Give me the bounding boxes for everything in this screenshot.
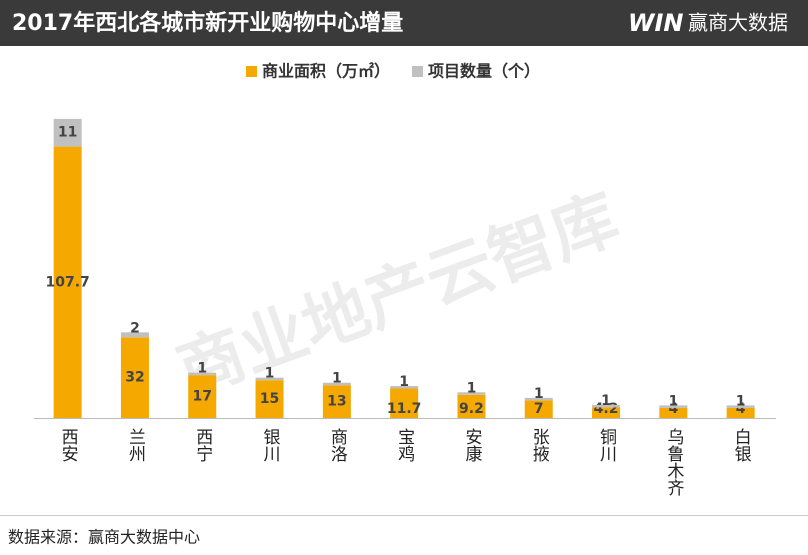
legend-swatch xyxy=(412,66,424,77)
bar-segment xyxy=(322,385,351,418)
bar-segment xyxy=(592,407,621,418)
value-label: 4 xyxy=(668,401,678,417)
value-label: 1 xyxy=(265,366,275,382)
bar-segment xyxy=(255,377,284,381)
bar-segment xyxy=(255,380,284,418)
value-label: 7 xyxy=(534,401,544,417)
value-label: 13 xyxy=(327,394,346,410)
x-tick-label: 西宁 xyxy=(192,428,212,462)
value-label: 9.2 xyxy=(459,401,484,417)
x-tick-label: 银川 xyxy=(260,428,281,462)
bar-segment xyxy=(322,382,351,386)
bar-segment xyxy=(659,407,688,418)
bar-segment xyxy=(120,337,149,418)
bar-segment xyxy=(457,392,486,395)
x-tick-label: 兰州 xyxy=(125,428,146,462)
logo-mark: WIN xyxy=(628,9,684,37)
value-label: 4 xyxy=(736,401,746,417)
x-tick-label: 西安 xyxy=(58,428,78,462)
x-tick-label: 铜川 xyxy=(596,428,617,462)
watermark: 商业地产云智库 xyxy=(168,179,629,410)
chart-title: 2017年西北各城市新开业购物中心增量 xyxy=(12,10,403,36)
bar-segment xyxy=(524,400,553,418)
value-label: 1 xyxy=(197,361,207,377)
value-label: 1 xyxy=(668,393,678,409)
bar-segment xyxy=(188,372,217,376)
legend-swatch xyxy=(246,66,257,77)
x-tick-label: 白银 xyxy=(731,428,752,462)
header-bar xyxy=(0,0,808,46)
x-tick-label: 宝鸡 xyxy=(394,428,415,463)
x-tick-label: 商洛 xyxy=(327,428,348,462)
value-label: 1 xyxy=(736,393,746,409)
legend-label: 商业面积（万㎡） xyxy=(262,62,390,81)
value-label: 15 xyxy=(260,391,279,407)
x-tick-label: 乌鲁木齐 xyxy=(663,428,684,496)
legend-label: 项目数量（个） xyxy=(428,62,540,81)
value-label: 1 xyxy=(399,374,409,390)
bar-segment xyxy=(457,394,486,418)
value-label: 11 xyxy=(58,125,77,141)
value-label: 1 xyxy=(601,393,611,409)
value-label: 17 xyxy=(193,389,212,405)
logo-text: 赢商大数据 xyxy=(688,11,788,35)
value-label: 1 xyxy=(534,386,544,402)
bar-segment xyxy=(53,146,82,418)
bar-segment xyxy=(120,332,149,338)
value-label: 107.7 xyxy=(46,274,90,290)
value-label: 1 xyxy=(332,371,342,387)
bar-segment xyxy=(659,405,688,408)
bar-segment xyxy=(390,388,419,418)
x-tick-label: 张掖 xyxy=(529,428,550,463)
bar-segment xyxy=(524,397,553,401)
value-label: 11.7 xyxy=(387,401,422,417)
value-label: 2 xyxy=(130,320,140,336)
bar-segment xyxy=(188,375,217,418)
value-label: 1 xyxy=(467,380,477,396)
bar-segment xyxy=(726,405,755,408)
bar-segment xyxy=(53,118,82,147)
bar-segment xyxy=(592,404,621,408)
x-tick-label: 安康 xyxy=(461,428,482,462)
source-note: 数据来源：赢商大数据中心 xyxy=(8,528,200,547)
value-label: 32 xyxy=(125,370,144,386)
bar-segment xyxy=(726,407,755,418)
bar-segment xyxy=(390,385,419,389)
